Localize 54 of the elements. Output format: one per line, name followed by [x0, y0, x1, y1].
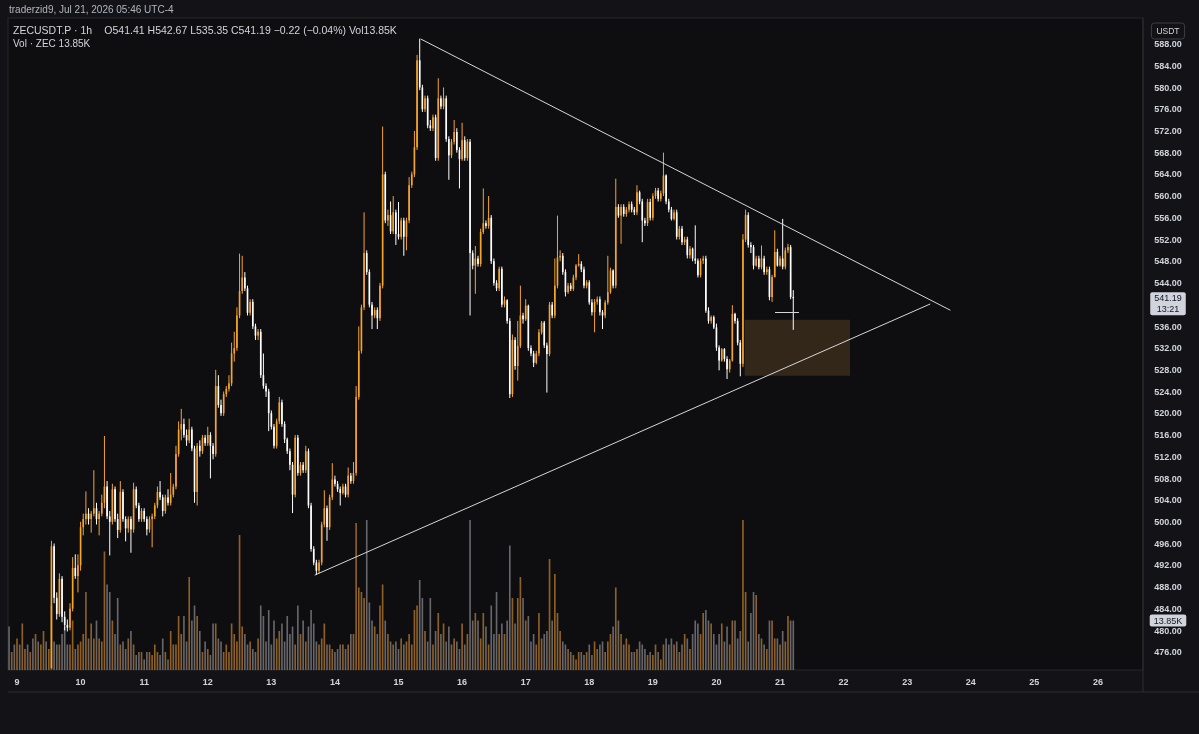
y-tick-label: 476.00 [1154, 647, 1182, 658]
x-tick-label: 21 [775, 677, 786, 688]
x-tick-label: 15 [393, 677, 404, 688]
y-tick-label: 568.00 [1154, 147, 1182, 158]
y-tick-label: 512.00 [1154, 451, 1182, 462]
y-tick-label: 484.00 [1154, 603, 1182, 614]
y-tick-label: 572.00 [1154, 126, 1182, 137]
x-tick-label: 25 [1029, 677, 1040, 688]
y-tick-label: 520.00 [1154, 408, 1182, 419]
x-tick-label: 20 [711, 677, 722, 688]
x-tick-label: 26 [1092, 677, 1103, 688]
x-tick-label: 11 [139, 677, 149, 688]
y-tick-label: 588.00 [1154, 39, 1182, 50]
x-tick-label: 14 [329, 677, 340, 688]
y-tick-label: 556.00 [1154, 212, 1182, 223]
y-tick-label: 480.00 [1154, 625, 1182, 636]
x-tick-label: 13 [266, 677, 277, 688]
x-tick-label: 18 [584, 677, 595, 688]
y-tick-label: 544.00 [1154, 278, 1182, 289]
y-tick-label: 500.00 [1154, 516, 1182, 527]
x-tick-label: 22 [838, 677, 849, 688]
y-tick-label: 564.00 [1154, 169, 1182, 180]
y-tick-label: 516.00 [1154, 430, 1182, 441]
y-tick-label: 560.00 [1154, 191, 1182, 202]
y-tick-label: 552.00 [1154, 234, 1182, 245]
text: 13.85K [1153, 615, 1183, 626]
y-tick-label: 492.00 [1154, 560, 1182, 571]
y-tick-label: 496.00 [1154, 538, 1182, 549]
x-tick-label: 16 [457, 677, 468, 688]
y-tick-label: 528.00 [1154, 364, 1182, 375]
y-tick-label: 576.00 [1154, 104, 1182, 115]
y-tick-label: 536.00 [1154, 321, 1182, 332]
x-tick-label: 19 [647, 677, 658, 688]
y-tick-label: 524.00 [1154, 386, 1182, 397]
text: 541.19 [1154, 293, 1182, 304]
y-axis-title: USDT [1156, 25, 1180, 36]
x-tick-label: 10 [75, 677, 86, 688]
y-tick-label: 580.00 [1154, 82, 1182, 93]
y-tick-label: 488.00 [1154, 582, 1182, 593]
text: O541.41 H542.67 L535.35 C541.19 −0.22 (−0.04%) Vol13.85K [104, 23, 397, 36]
y-tick-label: 584.00 [1154, 60, 1182, 71]
text: ZECUSDT.P · 1h [13, 23, 93, 36]
y-tick-label: 548.00 [1154, 256, 1182, 267]
annotation: Vol · ZEC 13.85K [13, 37, 91, 49]
y-tick-label: 504.00 [1154, 495, 1182, 506]
x-tick-label: 23 [902, 677, 913, 688]
text: 13:21 [1156, 304, 1180, 315]
y-tick-label: 532.00 [1154, 343, 1182, 354]
x-tick-label: 24 [965, 677, 976, 688]
x-tick-label: 9 [14, 677, 20, 688]
y-tick-label: 508.00 [1154, 473, 1182, 484]
text: traderzid9, Jul 21, 2026 05:46 UTC-4 [9, 3, 174, 15]
x-tick-label: 17 [520, 677, 531, 688]
x-tick-label: 12 [202, 677, 213, 688]
